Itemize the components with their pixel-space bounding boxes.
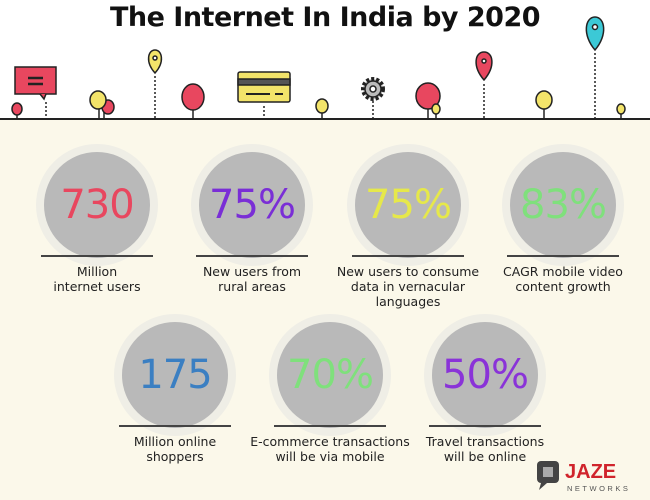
tree-icon (315, 98, 329, 119)
stat-value: 75% (199, 152, 305, 258)
credit-card-icon (237, 71, 291, 118)
tree-icon (11, 102, 23, 119)
divider (196, 255, 308, 257)
stat-value: 70% (277, 322, 383, 428)
stat-value: 730 (44, 152, 150, 258)
stat-label: New users to consume data in vernacular la… (323, 264, 493, 309)
stat-value: 75% (355, 152, 461, 258)
stat-label-line: New users from (202, 264, 302, 279)
stat-label-line: languages (375, 294, 441, 309)
divider (119, 425, 231, 427)
stat-label-line: content growth (515, 279, 611, 294)
divider (352, 255, 464, 257)
stat-label: E-commerce transactions will be via mobil… (245, 434, 415, 464)
stat-label-line: internet users (53, 279, 141, 294)
tree-icon (181, 83, 205, 119)
stat-label-line: data in vernacular (350, 279, 466, 294)
map-pin-icon (475, 51, 493, 118)
stat-value: 83% (510, 152, 616, 258)
svg-text:NETWORKS: NETWORKS (567, 484, 630, 493)
tree-icon (415, 82, 441, 119)
stat-label-line: shoppers (146, 449, 204, 464)
stat-label-line: New users to consume (336, 264, 480, 279)
stat-label-line: Million (76, 264, 118, 279)
divider (41, 255, 153, 257)
stat-label-line: rural areas (218, 279, 286, 294)
chat-bubble-icon (14, 66, 57, 118)
stat-label: Million internet users (12, 264, 182, 294)
stat-label: New users from rural areas (167, 264, 337, 294)
divider (507, 255, 619, 257)
tree-icon (616, 103, 626, 119)
stat-label: CAGR mobile video content growth (478, 264, 648, 294)
stat-label-line: E-commerce transactions (250, 434, 410, 449)
map-pin-icon (147, 49, 163, 118)
stat-value: 50% (432, 322, 538, 428)
stat-label: Million online shoppers (90, 434, 260, 464)
stat-label-line: will be via mobile (275, 449, 385, 464)
page-title: The Internet In India by 2020 (109, 2, 541, 33)
svg-text:JAZE: JAZE (565, 461, 616, 483)
tree-icon (89, 90, 115, 119)
stat-value: 175 (122, 322, 228, 428)
stat-label-line: will be online (443, 449, 527, 464)
divider (429, 425, 541, 427)
stat-label: Travel transactions will be online (400, 434, 570, 464)
stat-label-line: Million online (133, 434, 217, 449)
tree-icon (535, 90, 553, 119)
map-pin-icon (585, 16, 605, 118)
skyline-illustration (0, 16, 650, 120)
stat-label-line: CAGR mobile video (503, 264, 623, 279)
gear-icon (361, 77, 385, 118)
jaze-networks-logo: JAZE NETWORKS (535, 455, 645, 495)
divider (274, 425, 386, 427)
stat-label-line: Travel transactions (425, 434, 545, 449)
